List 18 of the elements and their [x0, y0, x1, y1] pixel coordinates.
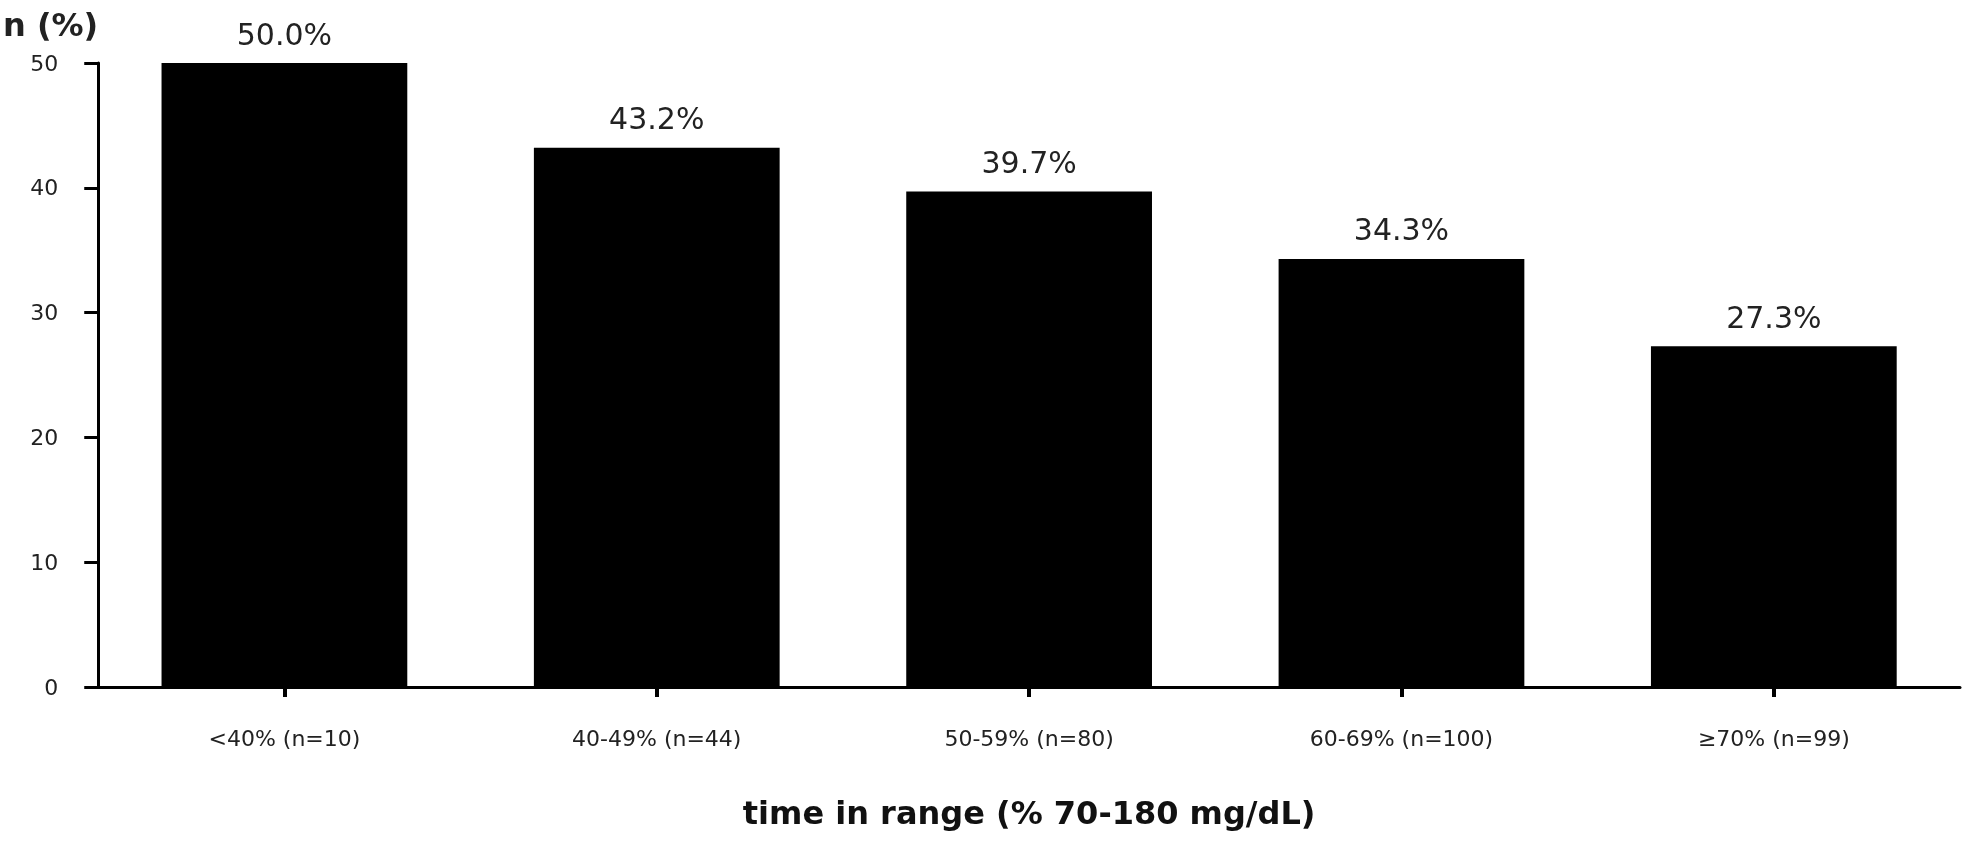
data-label: 50.0% — [236, 16, 333, 52]
x-tick-label: 40-49% (n=44) — [572, 725, 742, 751]
y-axis-title: n (%) — [3, 6, 99, 44]
x-axis-title: time in range (% 70-180 mg/dL) — [742, 794, 1316, 832]
y-tick-label: 0 — [44, 674, 59, 700]
y-tick-label: 30 — [30, 300, 59, 326]
data-label: 27.3% — [1726, 299, 1822, 335]
x-tick-label: 60-69% (n=100) — [1309, 725, 1494, 751]
y-tick-label: 40 — [30, 175, 59, 201]
y-tick-label: 20 — [30, 424, 59, 450]
data-label: 34.3% — [1353, 212, 1450, 248]
x-tick-label: 50-59% (n=80) — [944, 725, 1114, 751]
x-tick-label: <40% (n=10) — [208, 725, 361, 751]
x-tick-label: ≥70% (n=99) — [1697, 725, 1850, 751]
y-tick-label: 50 — [30, 50, 59, 76]
data-label: 43.2% — [609, 101, 705, 137]
y-tick-label: 10 — [30, 549, 59, 575]
data-label: 39.7% — [981, 145, 1077, 181]
